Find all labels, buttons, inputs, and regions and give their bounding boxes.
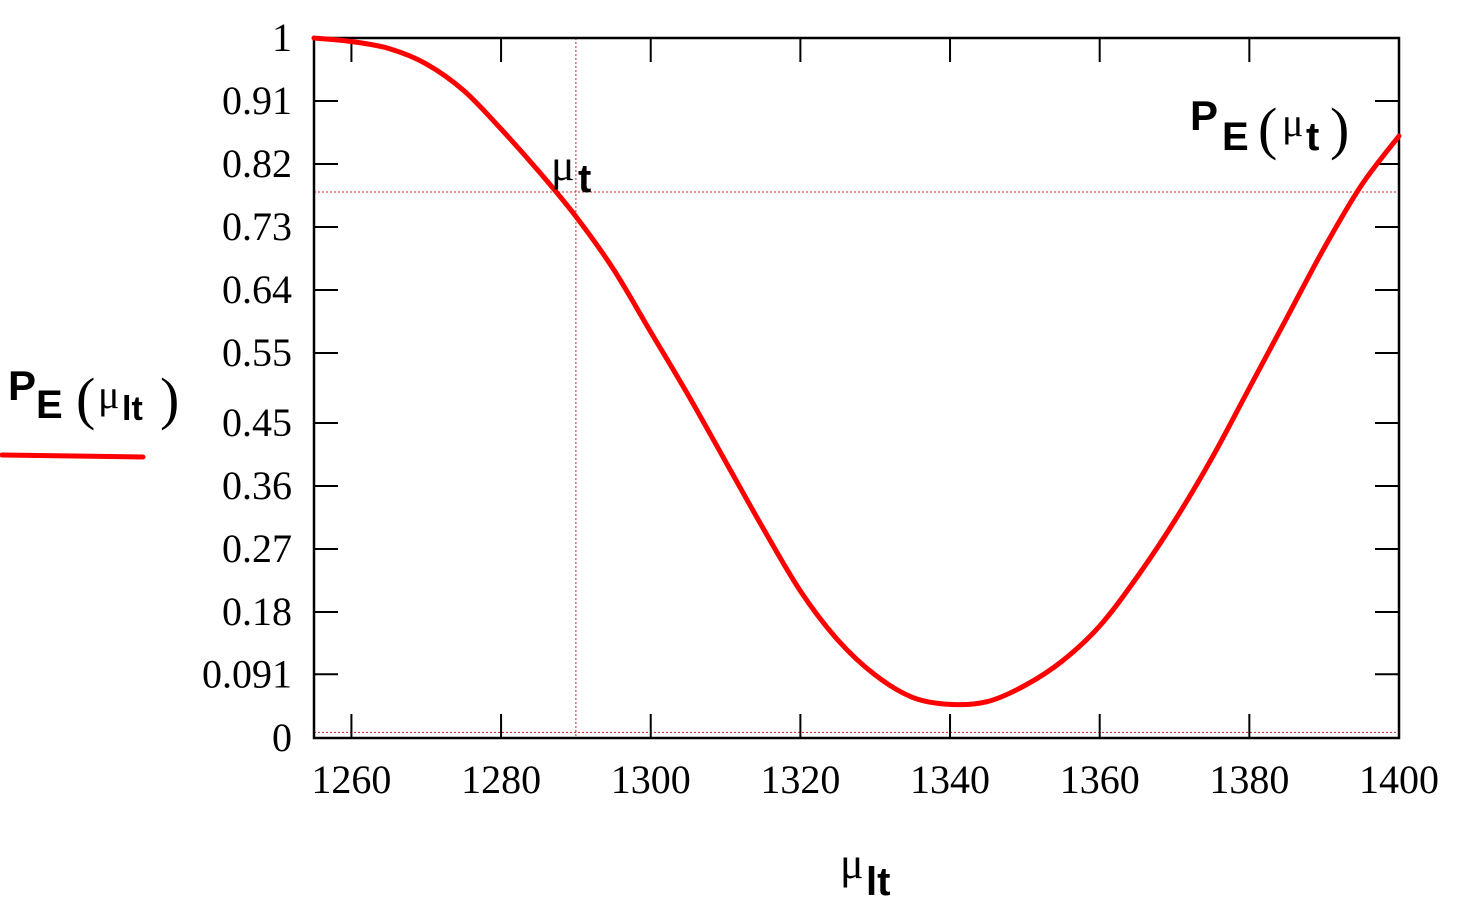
svg-text:t: t bbox=[578, 157, 591, 201]
svg-text:μ: μ bbox=[1282, 100, 1303, 145]
y-tick-labels: 1 0.91 0.82 0.73 0.64 0.55 0.45 0.36 0.27 0.18 0.0… bbox=[202, 15, 292, 760]
svg-text:E: E bbox=[1222, 115, 1249, 159]
y-tick-label: 0.091 bbox=[202, 651, 292, 696]
y-tick-label: 0.18 bbox=[222, 589, 292, 634]
series bbox=[311, 35, 1402, 708]
x-tick-label: 1340 bbox=[910, 757, 990, 802]
y-tick-label: 0.91 bbox=[222, 78, 292, 123]
tick-marks bbox=[314, 37, 1400, 739]
x-tick-labels: 1260 1280 1300 1320 1340 1360 1380 1400 bbox=[311, 757, 1439, 802]
y-tick-label: 0.73 bbox=[222, 204, 292, 249]
x-tick-label: 1380 bbox=[1209, 757, 1289, 802]
x-axis-label: μ lt bbox=[840, 839, 890, 904]
svg-text:P: P bbox=[1190, 92, 1218, 139]
annotation-mu-t: μ t bbox=[551, 141, 591, 201]
legend-line bbox=[0, 452, 146, 460]
series-line bbox=[311, 35, 1402, 708]
plot-frame bbox=[312, 36, 1401, 740]
y-tick-label: 0.55 bbox=[222, 330, 292, 375]
y-tick-label: 0.45 bbox=[222, 400, 292, 445]
x-tick-label: 1260 bbox=[311, 757, 391, 802]
y-tick-label: 0 bbox=[272, 715, 292, 760]
svg-text:μ: μ bbox=[98, 372, 119, 417]
svg-text:): ) bbox=[1330, 96, 1349, 161]
reference-lines bbox=[314, 38, 1399, 738]
svg-text:lt: lt bbox=[866, 860, 890, 904]
y-tick-label: 0.64 bbox=[222, 267, 292, 312]
svg-text:): ) bbox=[160, 366, 179, 431]
annotation-pe-mu-t: P E ( μ t ) bbox=[1190, 92, 1349, 161]
y-tick-label: 0.36 bbox=[222, 463, 292, 508]
y-axis-label: PE ( μ lt ) bbox=[8, 362, 179, 431]
x-tick-label: 1360 bbox=[1060, 757, 1140, 802]
svg-text:(: ( bbox=[76, 366, 95, 431]
y-tick-label: 0.27 bbox=[222, 526, 292, 571]
x-tick-label: 1320 bbox=[760, 757, 840, 802]
y-tick-label: 1 bbox=[272, 15, 292, 60]
x-tick-label: 1300 bbox=[611, 757, 691, 802]
svg-text:lt: lt bbox=[122, 390, 143, 428]
x-tick-label: 1400 bbox=[1359, 757, 1439, 802]
svg-text:t: t bbox=[1306, 115, 1319, 159]
svg-text:μ: μ bbox=[840, 839, 864, 888]
x-tick-label: 1280 bbox=[461, 757, 541, 802]
plot-border bbox=[312, 36, 1401, 740]
svg-text:PE: PE bbox=[8, 362, 63, 427]
svg-text:(: ( bbox=[1258, 96, 1277, 161]
svg-text:μ: μ bbox=[551, 141, 575, 190]
y-tick-label: 0.82 bbox=[222, 141, 292, 186]
